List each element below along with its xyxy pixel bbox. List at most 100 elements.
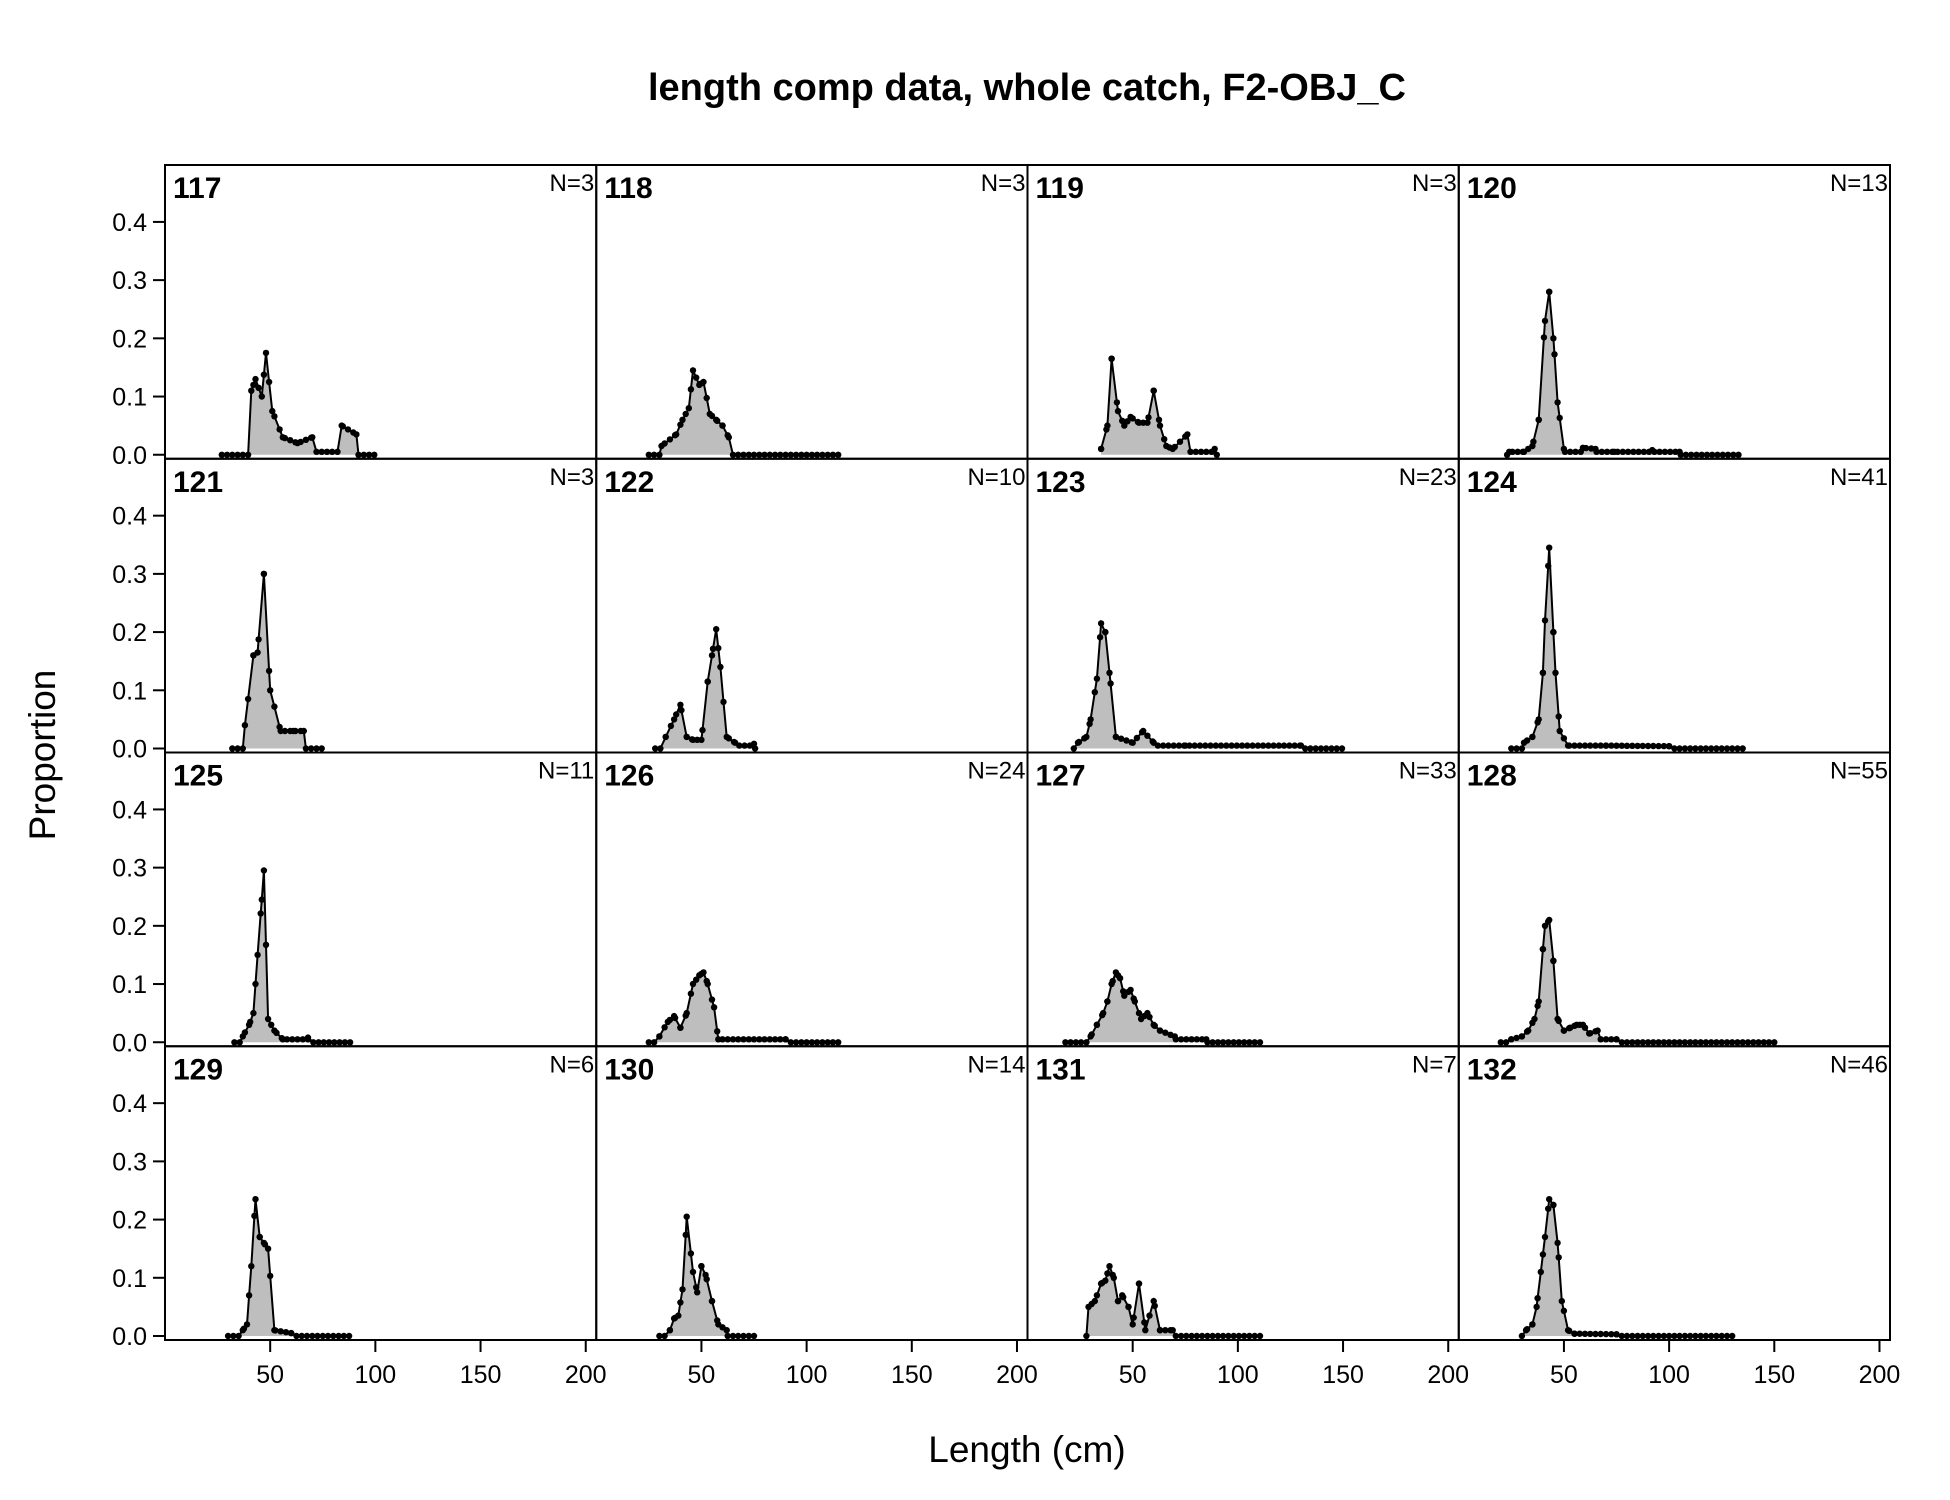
panel-127-area <box>1065 972 1260 1043</box>
panel-123-point-43 <box>1233 742 1241 749</box>
panel-132-point-40 <box>1665 1332 1673 1340</box>
panel-123-point-63 <box>1333 745 1340 752</box>
panel-129-point-18 <box>277 1328 284 1335</box>
panel-126-point-3 <box>656 1033 663 1040</box>
panel-131-point-28 <box>1156 1327 1164 1334</box>
panel-120-point-21 <box>1567 448 1574 455</box>
panel-123-point-4 <box>1083 733 1090 741</box>
panel-123-point-57 <box>1302 745 1309 752</box>
panel-120-point-50 <box>1693 451 1700 458</box>
y-tick-label-117-4: 0.4 <box>112 209 147 237</box>
panel-123-point-12 <box>1102 628 1109 636</box>
panel-128-point-60 <box>1723 1039 1731 1046</box>
panel-121-point-22 <box>302 745 310 752</box>
panel-126-point-41 <box>798 1039 805 1046</box>
panel-118-point-37 <box>782 451 789 458</box>
panel-126-point-27 <box>729 1036 737 1043</box>
panel-124-point-21 <box>1566 742 1573 749</box>
panel-123-label: 123 <box>1036 466 1086 499</box>
panel-119-label: 119 <box>1036 172 1084 205</box>
panel-120-n: N=13 <box>1830 170 1888 197</box>
panel-125-point-22 <box>299 1036 306 1043</box>
panel-123-point-0 <box>1070 745 1078 752</box>
panel-123-point-58 <box>1307 745 1314 752</box>
panel-118-point-10 <box>682 410 689 418</box>
panel-129-point-26 <box>314 1332 321 1340</box>
panel-127-point-45 <box>1214 1039 1222 1046</box>
panel-131-point-35 <box>1188 1332 1195 1340</box>
panel-124-point-35 <box>1634 742 1641 750</box>
panel-131-n: N=7 <box>1412 1051 1457 1078</box>
y-tick-label-125-3: 0.3 <box>112 855 147 883</box>
panel-132-point-48 <box>1708 1332 1715 1340</box>
panel-128-point-6 <box>1518 1033 1526 1040</box>
panel-127-point-33 <box>1162 1029 1169 1036</box>
panel-124-point-32 <box>1618 742 1626 749</box>
panel-117-point-27 <box>318 448 325 455</box>
panel-126-point-1 <box>650 1039 658 1046</box>
y-tick-label-121-0: 0.0 <box>112 736 147 764</box>
panel-123-point-38 <box>1207 742 1214 749</box>
panel-129-point-7 <box>248 1263 255 1270</box>
panel-131-point-36 <box>1193 1332 1201 1340</box>
panel-123-n: N=23 <box>1399 464 1457 491</box>
panel-123-point-64 <box>1338 745 1346 752</box>
panel-132-point-22 <box>1576 1330 1583 1337</box>
panel-118-point-1 <box>650 451 658 458</box>
panel-125: 125 N=11 0.0 0.1 0.2 0.3 0.4 <box>112 751 598 1057</box>
panel-121: 121 N=3 0.0 0.1 0.2 0.3 0.4 <box>112 457 598 764</box>
panel-129-point-15 <box>267 1272 274 1280</box>
panel-131-point-47 <box>1251 1332 1258 1340</box>
panel-117-label: 117 <box>173 172 221 205</box>
panel-118-point-29 <box>740 451 747 458</box>
panel-132-point-47 <box>1702 1332 1710 1340</box>
panel-131-point-45 <box>1241 1332 1248 1340</box>
panel-121-area <box>232 573 322 749</box>
panel-129-point-13 <box>261 1241 269 1248</box>
x-tick-label-132-2: 150 <box>1753 1361 1795 1389</box>
panel-129-point-29 <box>330 1332 337 1340</box>
panel-117-point-15 <box>271 413 278 420</box>
panel-127-point-37 <box>1177 1036 1185 1043</box>
panel-131-point-18 <box>1129 1321 1136 1328</box>
panel-129-point-17 <box>272 1327 279 1334</box>
panel-118-point-26 <box>725 434 732 441</box>
panel-124-point-22 <box>1571 742 1578 749</box>
panel-129-n: N=6 <box>550 1051 595 1078</box>
panel-119-point-33 <box>1203 448 1210 455</box>
panel-130-point-24 <box>723 1327 730 1334</box>
panel-122-point-5 <box>670 716 678 723</box>
panel-132-point-17 <box>1560 1307 1568 1315</box>
panel-124-point-19 <box>1560 735 1568 742</box>
panel-128-point-1 <box>1502 1039 1510 1046</box>
panel-119-point-7 <box>1114 407 1122 415</box>
panel-129-point-21 <box>288 1329 295 1337</box>
panel-117-point-25 <box>309 434 316 441</box>
x-tick-label-131-3: 200 <box>1427 1361 1469 1389</box>
panel-130-point-30 <box>750 1332 758 1340</box>
x-tick-label-130-1: 100 <box>786 1361 828 1389</box>
x-axis-title: Length (cm) <box>928 1429 1125 1470</box>
panel-127-point-38 <box>1183 1036 1190 1043</box>
panel-129-point-8 <box>251 1212 258 1220</box>
panel-126-point-47 <box>829 1039 837 1046</box>
panel-124-point-53 <box>1723 745 1731 752</box>
panel-128-point-0 <box>1497 1039 1505 1046</box>
panel-131-point-22 <box>1141 1319 1148 1326</box>
panel-118-point-14 <box>693 374 700 381</box>
panel-124-point-13 <box>1546 544 1553 551</box>
panel-124-label: 124 <box>1467 466 1517 499</box>
panel-128-point-53 <box>1687 1039 1694 1046</box>
panel-126-point-22 <box>710 1004 718 1011</box>
panel-117-point-32 <box>339 423 346 430</box>
panel-131-point-34 <box>1183 1332 1190 1340</box>
panel-129-point-5 <box>243 1321 251 1328</box>
panel-117-point-11 <box>260 371 268 378</box>
panel-122-point-7 <box>677 701 684 708</box>
panel-124-point-54 <box>1729 745 1736 752</box>
x-tick-label-129-1: 100 <box>355 1361 397 1389</box>
panel-126-point-45 <box>819 1039 826 1046</box>
panel-117-point-26 <box>313 448 320 455</box>
panel-120-point-18 <box>1556 414 1563 422</box>
panel-130-point-10 <box>683 1213 690 1220</box>
